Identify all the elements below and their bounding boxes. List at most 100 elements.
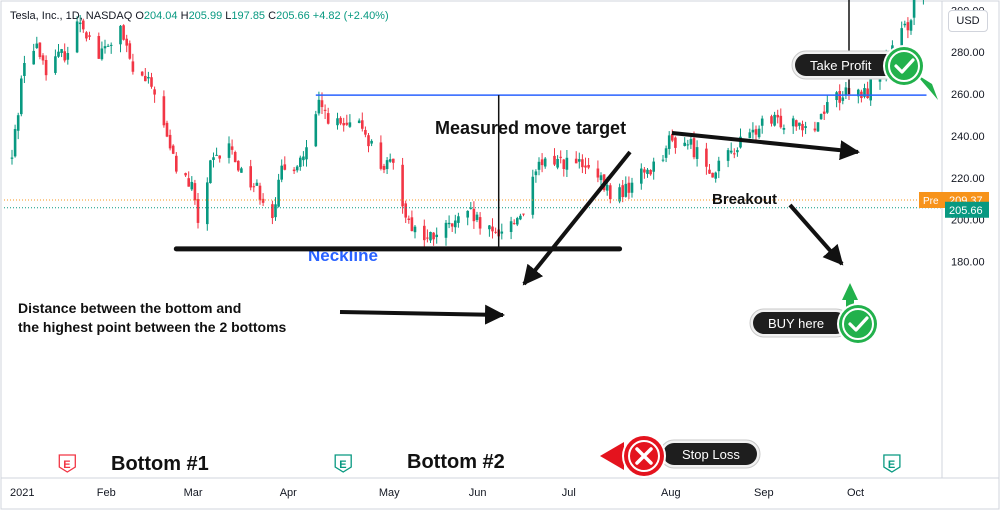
candle-body (323, 109, 327, 111)
candle-body (640, 168, 643, 184)
candle-body (230, 146, 234, 150)
candle-body (760, 118, 764, 126)
currency-button[interactable]: USD (948, 10, 988, 32)
breakout-arrow (788, 203, 844, 266)
candle-body (798, 122, 801, 126)
candle-body (578, 159, 581, 162)
candle-body (35, 43, 39, 49)
candle-body (404, 203, 407, 218)
candle-body (903, 23, 907, 26)
candle-body (23, 63, 26, 76)
candle-body (209, 160, 212, 184)
candle-body (342, 123, 345, 126)
candle-body (574, 158, 578, 164)
x-tick-label: Jul (562, 487, 576, 499)
candle-body (494, 231, 497, 233)
candle-body (671, 133, 674, 141)
breakout-label: Breakout (712, 191, 777, 208)
bottom1-label: Bottom #1 (111, 453, 209, 475)
candle-body (336, 118, 339, 126)
candle-body (816, 122, 820, 132)
candle-body (906, 22, 910, 31)
earnings-marker[interactable]: E (883, 454, 901, 473)
candle-body (748, 132, 752, 139)
candle-body (643, 169, 646, 173)
candle-body (66, 53, 70, 60)
candle-body (125, 38, 128, 46)
candle-body (44, 60, 48, 76)
candle-body (857, 89, 860, 97)
candle-body (41, 55, 45, 61)
candle-body (165, 122, 169, 137)
candle-body (423, 225, 426, 241)
candle-body (562, 159, 566, 170)
candle-body (401, 164, 404, 207)
candle-body (277, 179, 280, 207)
candle-body (618, 187, 621, 202)
candle-body (531, 176, 535, 215)
candle-body (435, 234, 438, 238)
buy-check-icon (837, 303, 879, 345)
candle-body (38, 42, 42, 58)
candle-body (345, 122, 349, 125)
candle-body (516, 218, 519, 225)
candle-body (302, 156, 305, 161)
candle-body (57, 51, 60, 57)
candle-body (271, 204, 274, 219)
low-value: 197.85 (231, 10, 266, 22)
candle-body (255, 182, 259, 186)
candle-body (733, 153, 736, 155)
x-tick-label: Oct (847, 487, 864, 499)
candle-body (10, 157, 14, 159)
candle-body (109, 44, 113, 46)
candle-body (556, 158, 559, 168)
candle-body (128, 43, 132, 59)
candle-body (559, 156, 562, 158)
y-tick-label: 220.00 (951, 173, 985, 185)
candle-body (819, 114, 823, 120)
candle-body (227, 143, 231, 158)
x-tick-label: 2021 (10, 487, 34, 499)
candle-body (326, 113, 330, 124)
candle-body (122, 25, 125, 40)
candle-body (168, 134, 172, 149)
candle-body (512, 223, 516, 225)
candle-body (649, 170, 652, 175)
candle-body (370, 140, 373, 144)
candle-body (320, 100, 324, 108)
price-badge-last: 205.66 (945, 201, 989, 218)
candle-body (103, 46, 107, 49)
x-tick-label: Mar (184, 487, 203, 499)
earnings-marker-label: E (63, 459, 70, 471)
candle-body (726, 150, 730, 161)
candle-body (751, 129, 755, 133)
candle-body (822, 111, 826, 114)
candle-body (605, 184, 609, 191)
candle-body (717, 160, 721, 172)
candle-body (385, 160, 389, 170)
candle-body (534, 171, 538, 176)
earnings-marker[interactable]: E (58, 454, 76, 473)
candle-body (240, 168, 243, 173)
candle-body (106, 45, 110, 47)
stop-loss-x-icon (600, 434, 666, 478)
candle-body (447, 222, 451, 225)
change-value: +4.82 (+2.40%) (312, 10, 389, 22)
candle-body (162, 96, 166, 126)
candle-body (60, 49, 63, 53)
earnings-marker[interactable]: E (334, 454, 352, 473)
candle-body (299, 157, 302, 167)
last-badge-value: 205.66 (949, 205, 983, 217)
candle-body (184, 173, 187, 176)
candle-body (909, 20, 913, 31)
candle-body (646, 169, 649, 174)
candle-body (863, 88, 866, 97)
candle-body (364, 129, 367, 135)
candle-body (82, 20, 85, 30)
candle-body (621, 185, 624, 198)
candle-body (78, 22, 82, 25)
candle-body (757, 128, 761, 138)
candle-body (444, 222, 448, 238)
candle-body (413, 226, 417, 233)
